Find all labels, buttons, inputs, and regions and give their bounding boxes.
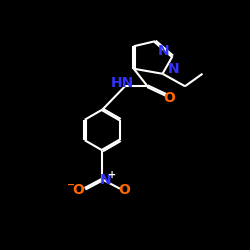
Text: HN: HN — [110, 76, 134, 90]
Text: O: O — [118, 182, 130, 196]
Text: −: − — [67, 180, 75, 190]
Text: O: O — [72, 182, 84, 196]
Text: N: N — [100, 172, 111, 186]
Text: O: O — [164, 90, 175, 104]
Text: +: + — [108, 170, 116, 179]
Text: N: N — [168, 62, 179, 76]
Text: N: N — [158, 44, 170, 58]
